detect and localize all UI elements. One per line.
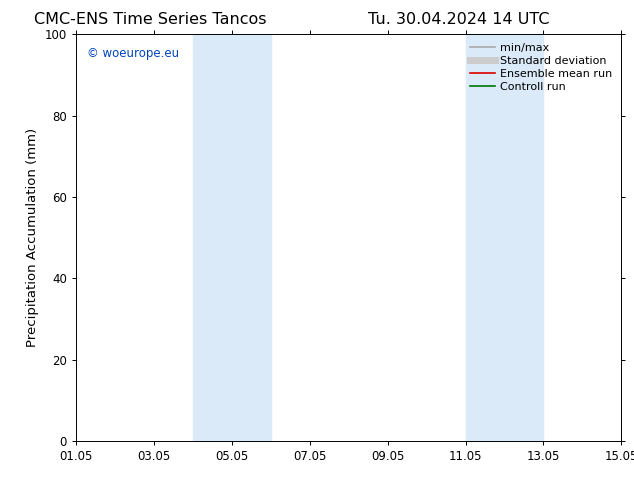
Y-axis label: Precipitation Accumulation (mm): Precipitation Accumulation (mm) (26, 128, 39, 347)
Bar (193, 34, 271, 441)
Text: © woeurope.eu: © woeurope.eu (87, 47, 179, 59)
Text: Tu. 30.04.2024 14 UTC: Tu. 30.04.2024 14 UTC (368, 12, 549, 27)
Bar (465, 34, 543, 441)
Legend: min/max, Standard deviation, Ensemble mean run, Controll run: min/max, Standard deviation, Ensemble me… (467, 40, 616, 95)
Text: CMC-ENS Time Series Tancos: CMC-ENS Time Series Tancos (34, 12, 266, 27)
